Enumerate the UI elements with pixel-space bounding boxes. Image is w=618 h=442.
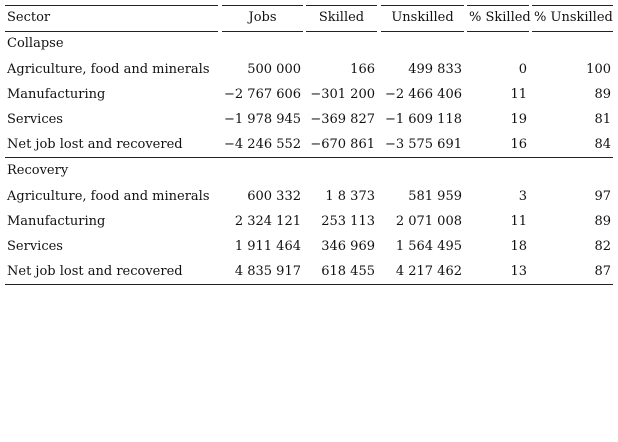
table-cell: 500 000 bbox=[247, 62, 301, 77]
table-cell: −1 609 118 bbox=[384, 112, 462, 127]
table-cell: 13 bbox=[510, 264, 527, 279]
row-label: Net job lost and recovered bbox=[7, 137, 183, 152]
table-cell: 346 969 bbox=[321, 239, 375, 254]
table-cell: 253 113 bbox=[321, 214, 375, 229]
table-cell: 84 bbox=[594, 137, 611, 152]
row-label: Agriculture, food and minerals bbox=[7, 62, 210, 77]
table-cell: −3 575 691 bbox=[384, 137, 462, 152]
table-cell: 581 959 bbox=[408, 189, 462, 204]
table-cell: −4 246 552 bbox=[224, 137, 302, 152]
table-cell: 89 bbox=[594, 87, 611, 102]
column-header: Sector bbox=[7, 10, 51, 25]
table-cell: 97 bbox=[594, 189, 611, 204]
table-cell: −369 827 bbox=[310, 112, 375, 127]
table-cell: −670 861 bbox=[310, 137, 375, 152]
row-label: Agriculture, food and minerals bbox=[7, 189, 210, 204]
rule bbox=[381, 5, 464, 6]
column-header: Unskilled bbox=[391, 10, 454, 25]
table-cell: 82 bbox=[594, 239, 611, 254]
row-label: Manufacturing bbox=[7, 214, 106, 229]
table-cell: 11 bbox=[510, 87, 527, 102]
column-header: Skilled bbox=[318, 10, 365, 25]
rule bbox=[467, 5, 529, 6]
rule bbox=[222, 5, 303, 6]
rule bbox=[222, 31, 303, 32]
column-header: % Unskilled bbox=[534, 10, 613, 25]
row-label: Net job lost and recovered bbox=[7, 264, 183, 279]
table-cell: 11 bbox=[510, 214, 527, 229]
table-cell: 618 455 bbox=[321, 264, 375, 279]
table-cell: 1 8 373 bbox=[325, 189, 375, 204]
column-header: Jobs bbox=[248, 10, 277, 25]
table-cell: 0 bbox=[518, 62, 527, 77]
table-cell: −2 767 606 bbox=[224, 87, 302, 102]
rule bbox=[306, 5, 377, 6]
table-cell: 3 bbox=[518, 189, 527, 204]
column-header: % Skilled bbox=[469, 10, 531, 25]
table-cell: 166 bbox=[350, 62, 375, 77]
row-label: Services bbox=[7, 239, 63, 254]
rule bbox=[306, 31, 377, 32]
table-cell: 2 071 008 bbox=[395, 214, 462, 229]
table-cell: 2 324 121 bbox=[234, 214, 301, 229]
rule bbox=[5, 5, 218, 6]
section-title: Recovery bbox=[7, 163, 69, 178]
rule bbox=[532, 5, 613, 6]
table-cell: 600 332 bbox=[247, 189, 301, 204]
table-cell: 19 bbox=[510, 112, 527, 127]
row-label: Manufacturing bbox=[7, 87, 106, 102]
table-cell: 87 bbox=[594, 264, 611, 279]
rule bbox=[467, 31, 529, 32]
rule bbox=[381, 31, 464, 32]
table-cell: 4 835 917 bbox=[234, 264, 301, 279]
rule bbox=[5, 284, 613, 285]
table-cell: 89 bbox=[594, 214, 611, 229]
table-cell: 1 564 495 bbox=[395, 239, 462, 254]
rule bbox=[5, 31, 218, 32]
table-cell: 499 833 bbox=[408, 62, 462, 77]
rule bbox=[5, 157, 613, 158]
table-cell: 16 bbox=[510, 137, 527, 152]
section-title: Collapse bbox=[7, 36, 64, 51]
table-cell: 18 bbox=[510, 239, 527, 254]
table-cell: −301 200 bbox=[310, 87, 375, 102]
table-cell: 81 bbox=[594, 112, 611, 127]
table-cell: 4 217 462 bbox=[395, 264, 462, 279]
table-cell: −2 466 406 bbox=[384, 87, 462, 102]
rule bbox=[532, 31, 613, 32]
table-cell: −1 978 945 bbox=[224, 112, 302, 127]
table-cell: 1 911 464 bbox=[234, 239, 301, 254]
table-cell: 100 bbox=[586, 62, 611, 77]
row-label: Services bbox=[7, 112, 63, 127]
